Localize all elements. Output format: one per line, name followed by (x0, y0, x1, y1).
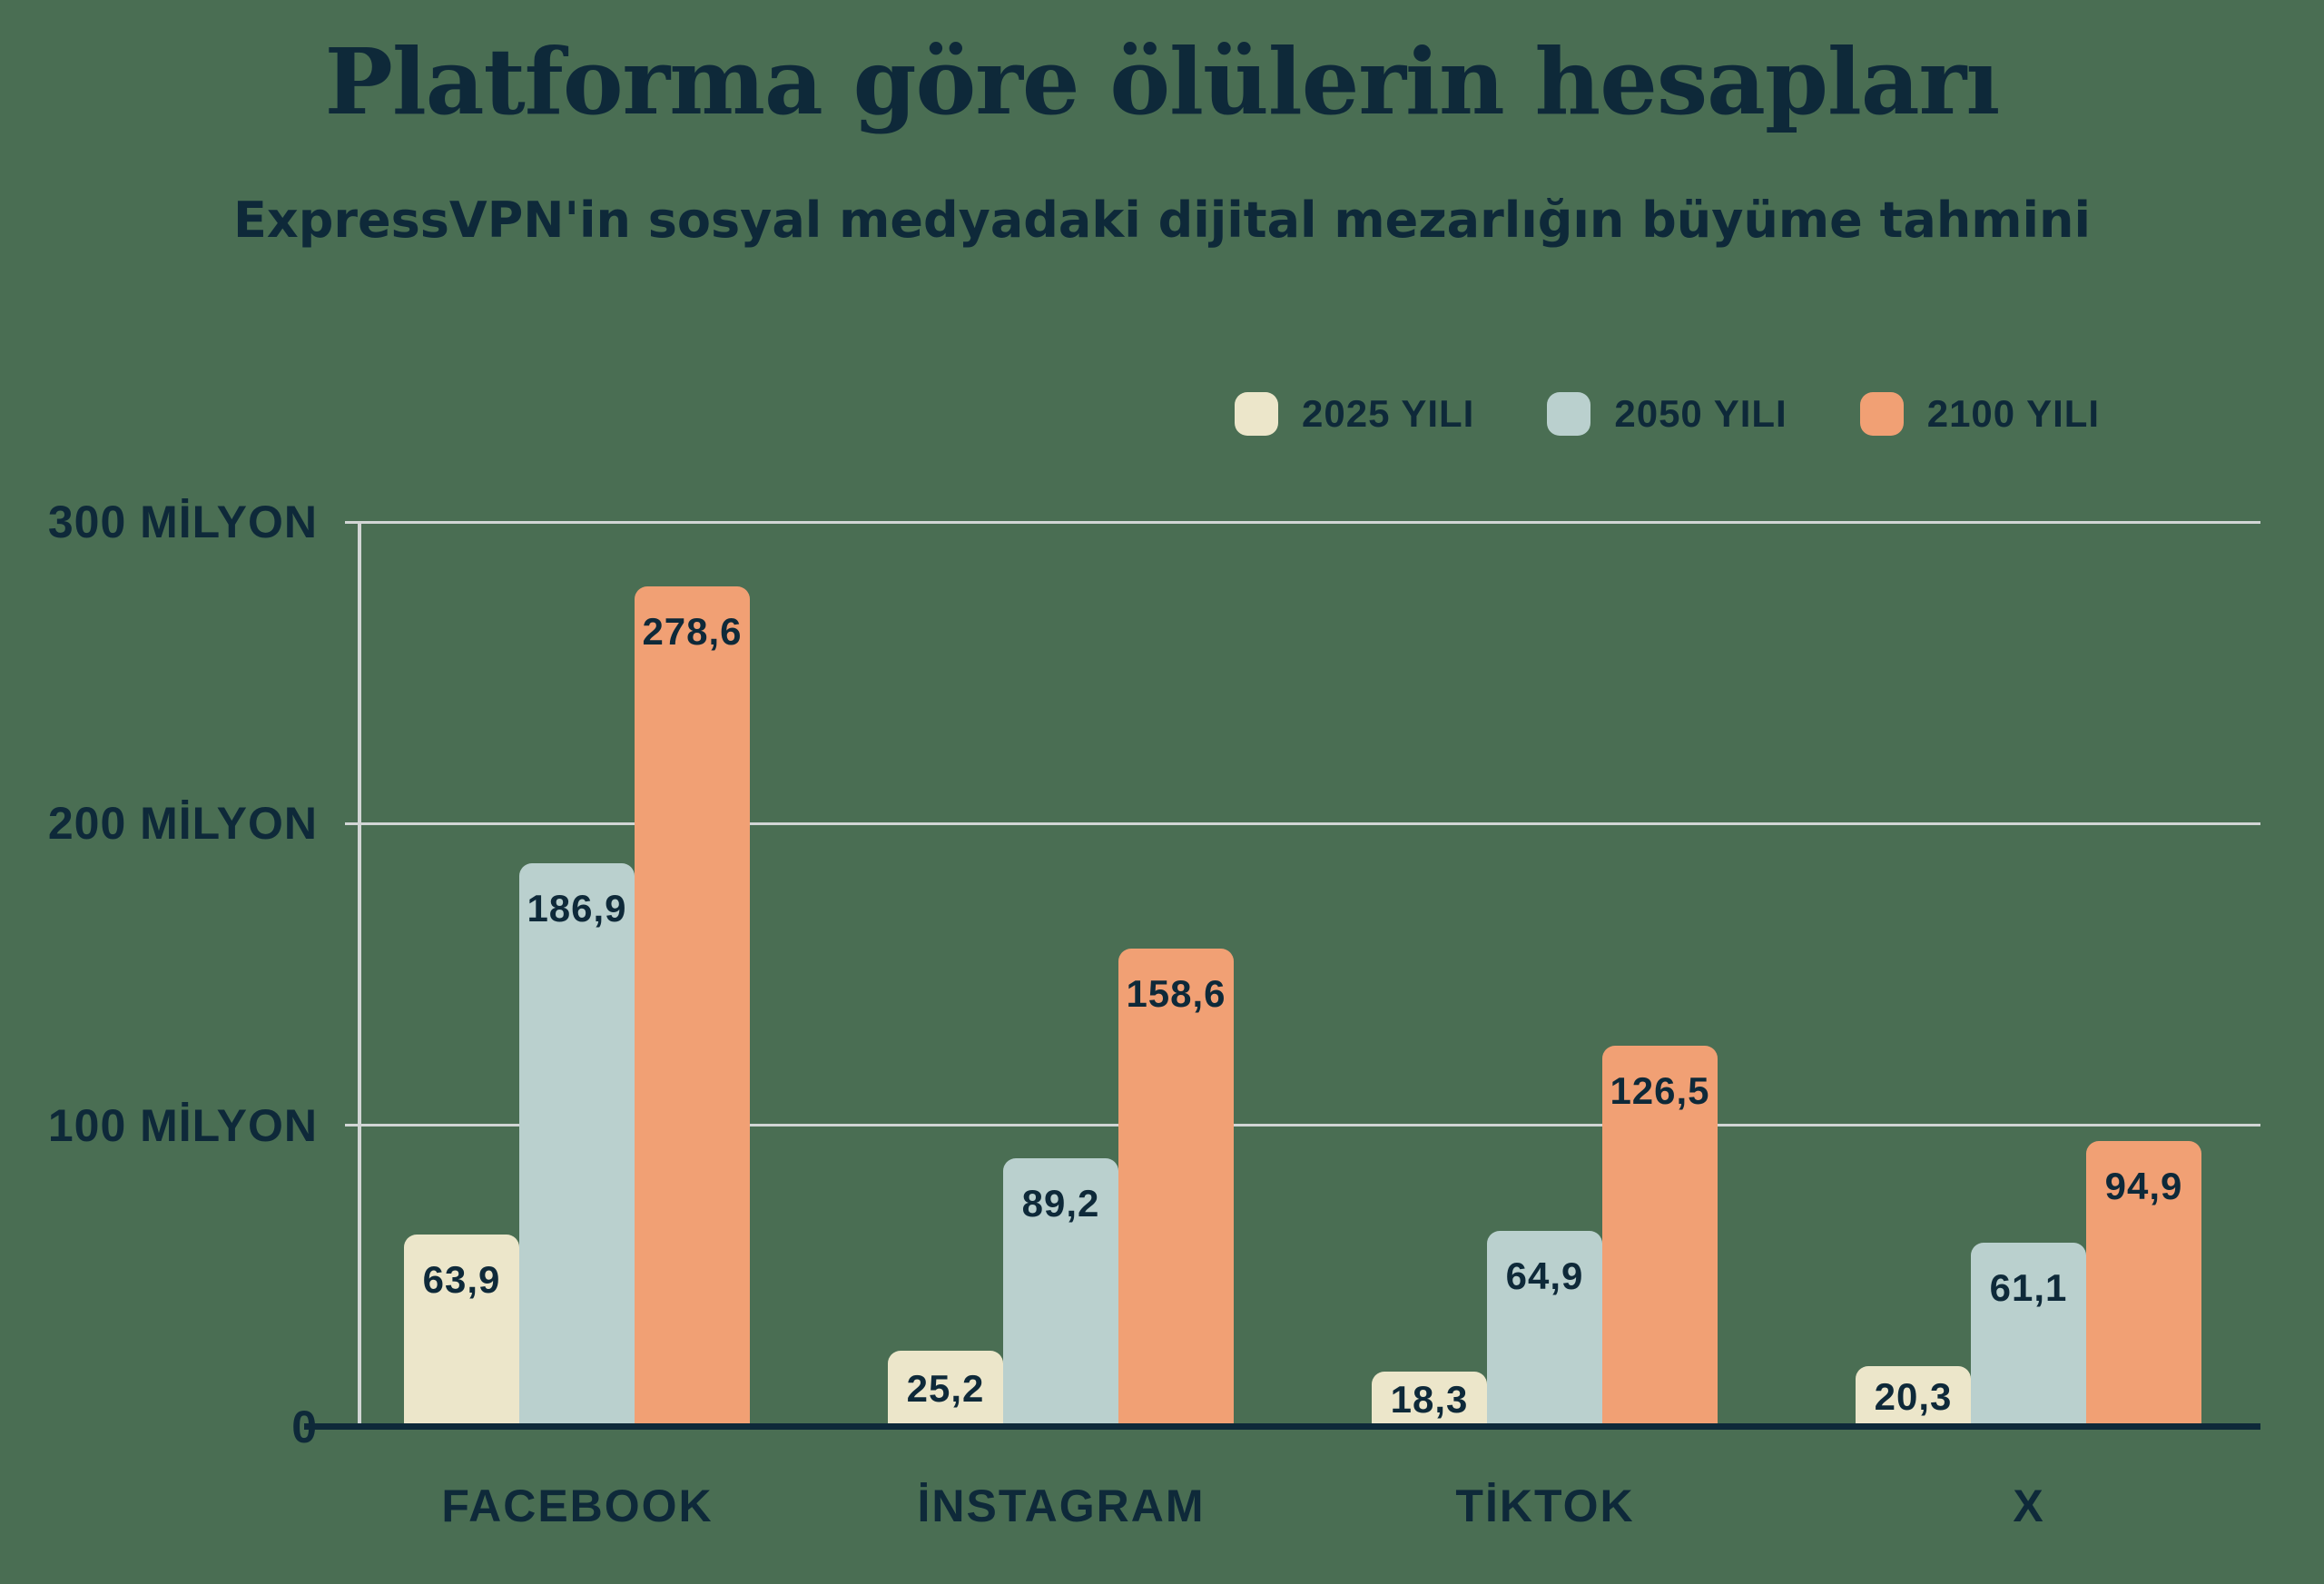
bar-ti-ktok-2050-yili: 64,9 (1487, 1231, 1602, 1427)
legend-item-2025-yili: 2025 YILI (1235, 392, 1474, 436)
legend-item-2050-yili: 2050 YILI (1547, 392, 1787, 436)
gridline-200 (345, 822, 2260, 825)
bar-value-label-ti-ktok-2100-yili: 126,5 (1610, 1069, 1710, 1112)
bar-x-2100-yili: 94,9 (2086, 1141, 2201, 1427)
bar-i-nstagram-2050-yili: 89,2 (1003, 1158, 1118, 1427)
y-tick-label-300: 300 MİLYON (47, 497, 318, 547)
bar-i-nstagram-2025-yili: 25,2 (888, 1351, 1003, 1427)
legend: 2025 YILI 2050 YILI 2100 YILI (1235, 392, 2100, 436)
legend-label-2050-yili: 2050 YILI (1614, 392, 1787, 435)
bar-value-label-x-2100-yili: 94,9 (2104, 1165, 2183, 1207)
bar-i-nstagram-2100-yili: 158,6 (1118, 949, 1234, 1427)
page-title: Platforma göre ölülerin hesapları (324, 28, 2001, 135)
bar-value-label-facebook-2100-yili: 278,6 (642, 610, 743, 653)
legend-label-2100-yili: 2100 YILI (1926, 392, 2101, 435)
y-tick-label-0: 0 (0, 1399, 318, 1455)
bar-value-label-facebook-2050-yili: 186,9 (527, 887, 627, 930)
legend-swatch-2100-yili (1859, 392, 1904, 436)
category-label-x: X (2013, 1481, 2045, 1531)
page-subtitle: ExpressVPN'in sosyal medyadaki dijital m… (232, 192, 2091, 249)
category-label-i-nstagram: İNSTAGRAM (917, 1481, 1206, 1531)
bar-ti-ktok-2100-yili: 126,5 (1602, 1046, 1718, 1427)
bar-facebook-2050-yili: 186,9 (519, 863, 635, 1427)
bar-facebook-2025-yili: 63,9 (404, 1235, 519, 1427)
bar-value-label-ti-ktok-2025-yili: 18,3 (1390, 1377, 1469, 1421)
bar-value-label-i-nstagram-2050-yili: 89,2 (1021, 1182, 1100, 1225)
x-axis-line (304, 1423, 2260, 1430)
bar-value-label-x-2025-yili: 20,3 (1874, 1374, 1953, 1418)
legend-item-2100-yili: 2100 YILI (1859, 392, 2101, 436)
bar-value-label-i-nstagram-2025-yili: 25,2 (906, 1367, 985, 1410)
y-tick-label-200: 200 MİLYON (47, 798, 318, 850)
bar-x-2025-yili: 20,3 (1856, 1366, 1971, 1427)
legend-label-2025-yili: 2025 YILI (1302, 392, 1475, 435)
bar-value-label-i-nstagram-2100-yili: 158,6 (1126, 972, 1226, 1015)
legend-swatch-2025-yili (1235, 392, 1278, 436)
category-label-ti-ktok: TİKTOK (1455, 1481, 1635, 1531)
bar-value-label-facebook-2025-yili: 63,9 (422, 1258, 501, 1301)
bar-value-label-x-2050-yili: 61,1 (1989, 1266, 2068, 1309)
legend-swatch-2050-yili (1547, 392, 1591, 436)
gridline-300 (345, 520, 2260, 524)
category-label-facebook: FACEBOOK (441, 1481, 714, 1531)
bar-ti-ktok-2025-yili: 18,3 (1372, 1372, 1487, 1427)
bar-value-label-ti-ktok-2050-yili: 64,9 (1505, 1254, 1584, 1297)
y-axis-line (358, 522, 361, 1427)
gridline-100 (345, 1124, 2260, 1127)
bar-facebook-2100-yili: 278,6 (635, 586, 750, 1427)
bar-x-2050-yili: 61,1 (1971, 1243, 2086, 1427)
y-tick-label-100: 100 MİLYON (47, 1099, 318, 1151)
